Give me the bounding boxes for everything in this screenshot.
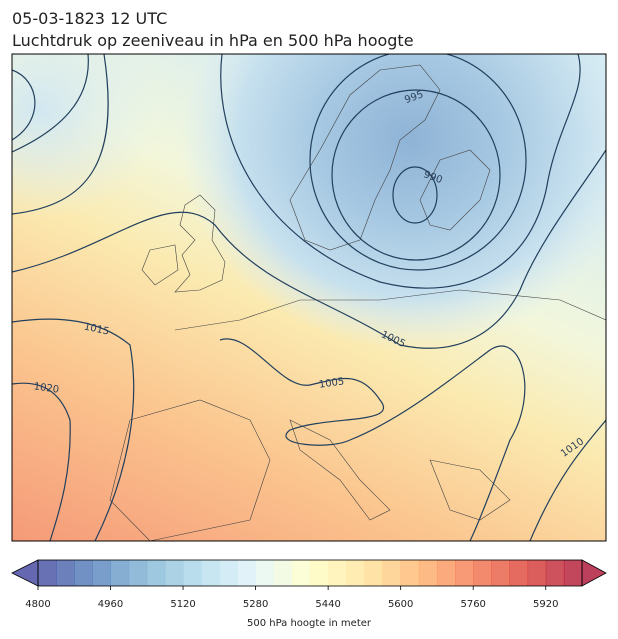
colorbar-box: [38, 560, 57, 586]
colorbar-box: [418, 560, 438, 586]
colorbar-extend-low: [11, 559, 39, 587]
colorbar-tick-label: 5760: [460, 599, 485, 610]
isobar: [12, 318, 135, 541]
contour-label: 1015: [83, 322, 110, 338]
contours: [12, 54, 606, 541]
isobar: [12, 54, 109, 215]
contour-label: 1005: [318, 376, 345, 390]
isobar: [529, 419, 606, 541]
colorbar-box: [527, 560, 547, 586]
colorbar-box: [509, 560, 529, 586]
colorbar-box: [400, 560, 420, 586]
colorbar-box: [346, 560, 365, 586]
isobar: [12, 149, 606, 349]
colorbar-box: [563, 560, 583, 586]
map-frame: [11, 53, 607, 542]
colorbar-tick-label: 4960: [98, 599, 123, 610]
colorbar: 4800 4960 5120 5280 5440 5600 5760 5920: [11, 559, 607, 610]
colorbar-box: [455, 560, 474, 586]
colorbar-box: [364, 560, 384, 586]
colorbar-label: 500 hPa hoogte in meter: [247, 618, 372, 629]
colorbar-box: [74, 560, 93, 586]
colorbar-box: [255, 560, 275, 586]
colorbar-tick-label: 5440: [315, 599, 340, 610]
isobar: [392, 166, 438, 224]
colorbar-box: [201, 560, 220, 586]
colorbar-box: [92, 560, 112, 586]
colorbar-box: [164, 560, 184, 586]
coastlines: [109, 64, 606, 541]
height-low: [180, 54, 606, 370]
colorbar-box: [128, 560, 148, 586]
isobar: [309, 54, 527, 271]
colorbar-tick-label: 5280: [243, 599, 268, 610]
colorbar-box: [382, 560, 402, 586]
isobar: [220, 54, 581, 289]
colorbar-box: [545, 560, 565, 586]
colorbar-frame: [37, 559, 583, 587]
colorbar-box: [328, 560, 347, 586]
isobar: [12, 382, 71, 541]
height-low-west: [12, 54, 160, 220]
colorbar-box: [146, 560, 166, 586]
colorbar-extend-high: [581, 559, 607, 587]
colorbar-box: [291, 560, 311, 586]
colorbar-box: [237, 560, 257, 586]
contour-label: 1020: [33, 381, 60, 395]
colorbar-box: [56, 560, 75, 586]
isobar: [12, 54, 89, 153]
title: 05-03-1823 12 UTC: [12, 9, 167, 28]
subtitle: Luchtdruk op zeeniveau in hPa en 500 hPa…: [12, 31, 414, 50]
colorbar-box: [491, 560, 510, 586]
colorbar-tick-label: 4800: [25, 599, 50, 610]
colorbar-tick-label: 5600: [388, 599, 413, 610]
map: 995 990 1005 1005 1015 1020 1010: [12, 54, 606, 541]
colorbar-box: [219, 560, 238, 586]
isobar: [219, 338, 526, 541]
colorbar-box: [310, 560, 329, 586]
colorbar-tick-label: 5120: [170, 599, 195, 610]
colorbar-box: [110, 560, 130, 586]
colorbar-box: [183, 560, 202, 586]
colorbar-tick-label: 5920: [533, 599, 558, 610]
isobar: [331, 89, 501, 261]
colorbar-box: [473, 560, 492, 586]
colorbar-box: [273, 560, 293, 586]
colorbar-box: [436, 560, 456, 586]
